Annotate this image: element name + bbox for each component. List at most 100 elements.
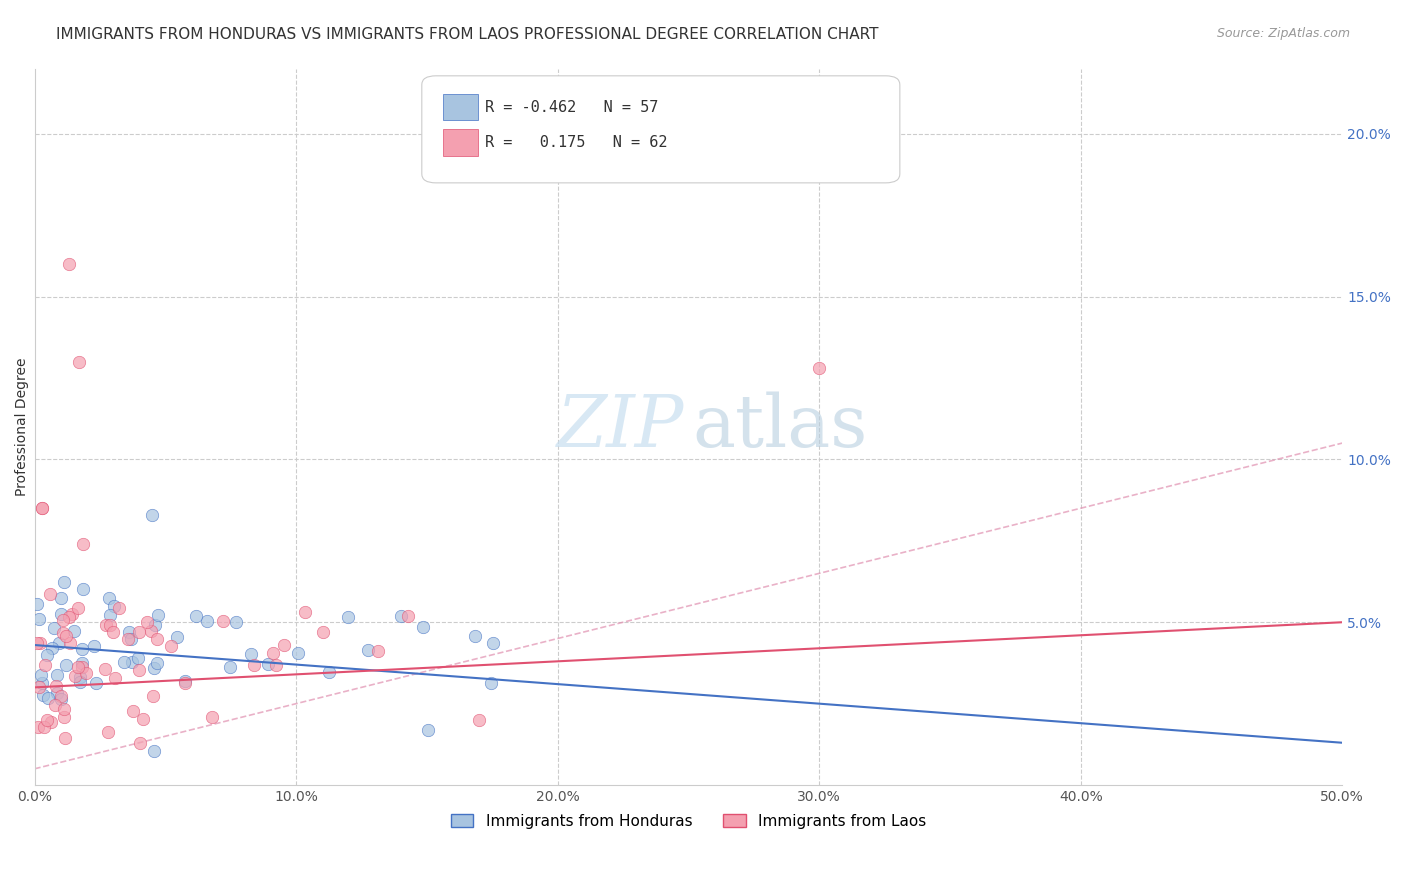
Point: [30, 668, 52, 682]
Point: [69, 675, 91, 690]
Point: [39, 587, 62, 601]
Point: [396, 609, 419, 624]
Point: [58, 609, 80, 624]
Point: [31, 676, 53, 690]
Point: [184, 608, 207, 623]
Point: [174, 673, 197, 688]
Point: [103, 599, 125, 614]
Point: [41, 641, 63, 656]
Point: [239, 647, 262, 661]
Point: [72, 582, 94, 596]
Point: [83, 639, 105, 653]
Text: ZIP: ZIP: [557, 392, 685, 462]
Point: [66, 601, 89, 615]
Point: [39, 715, 62, 730]
Point: [142, 689, 165, 703]
Point: [98, 618, 121, 632]
Point: [67, 354, 90, 368]
Point: [357, 643, 380, 657]
Point: [51, 607, 73, 622]
Point: [412, 620, 434, 634]
Point: [63, 669, 86, 683]
Point: [104, 671, 127, 685]
Point: [136, 615, 159, 629]
Point: [53, 731, 76, 746]
Point: [45, 667, 67, 681]
Point: [479, 675, 502, 690]
Point: [141, 508, 163, 523]
Point: [337, 609, 360, 624]
Point: [70, 642, 93, 657]
Point: [25, 636, 48, 650]
Point: [120, 632, 142, 646]
Point: [52, 575, 75, 590]
Point: [44, 698, 66, 712]
Point: [59, 636, 82, 650]
Point: [96, 618, 118, 632]
Point: [55, 629, 77, 643]
Point: [52, 701, 75, 715]
Point: [31, 501, 53, 516]
Point: [27, 720, 49, 734]
Point: [264, 657, 287, 672]
Point: [287, 646, 309, 660]
Point: [146, 632, 169, 646]
Point: [132, 712, 155, 726]
Point: [367, 644, 389, 658]
Legend: Immigrants from Honduras, Immigrants from Laos: Immigrants from Honduras, Immigrants fro…: [444, 807, 932, 835]
Point: [141, 624, 163, 638]
Point: [37, 690, 59, 705]
Point: [201, 709, 224, 723]
Point: [121, 655, 143, 669]
Point: [34, 720, 56, 734]
Point: [218, 660, 240, 674]
Point: [225, 615, 247, 630]
Text: Source: ZipAtlas.com: Source: ZipAtlas.com: [1216, 27, 1350, 40]
Point: [32, 688, 55, 702]
Point: [142, 661, 165, 675]
Point: [273, 638, 295, 652]
Point: [481, 636, 503, 650]
Point: [103, 624, 125, 639]
Point: [262, 647, 284, 661]
Point: [97, 724, 120, 739]
Point: [58, 257, 80, 271]
Point: [112, 655, 135, 669]
Point: [70, 660, 93, 674]
Point: [243, 657, 266, 672]
Point: [173, 676, 195, 690]
Point: [69, 670, 91, 684]
Point: [148, 608, 170, 623]
Point: [318, 665, 340, 679]
Text: R =   0.175   N = 62: R = 0.175 N = 62: [485, 136, 668, 150]
Point: [51, 689, 73, 703]
Point: [35, 648, 58, 662]
Point: [67, 660, 90, 674]
Y-axis label: Professional Degree: Professional Degree: [15, 358, 30, 496]
Text: atlas: atlas: [692, 392, 868, 462]
Point: [122, 705, 145, 719]
Point: [28, 680, 51, 694]
Point: [118, 625, 141, 640]
Point: [27, 597, 49, 611]
Point: [418, 723, 440, 737]
Point: [808, 361, 831, 376]
Point: [31, 501, 53, 516]
Point: [30, 636, 52, 650]
Point: [257, 657, 280, 671]
Point: [49, 591, 72, 605]
Point: [389, 609, 412, 624]
Point: [45, 679, 67, 693]
Point: [84, 675, 107, 690]
Point: [143, 617, 166, 632]
Point: [34, 658, 56, 673]
Point: [467, 713, 489, 727]
Point: [49, 692, 72, 706]
Point: [146, 657, 169, 671]
Point: [37, 713, 59, 727]
Text: IMMIGRANTS FROM HONDURAS VS IMMIGRANTS FROM LAOS PROFESSIONAL DEGREE CORRELATION: IMMIGRANTS FROM HONDURAS VS IMMIGRANTS F…: [56, 27, 879, 42]
Point: [52, 710, 75, 724]
Point: [72, 537, 94, 551]
Point: [108, 601, 131, 615]
Point: [52, 613, 75, 627]
